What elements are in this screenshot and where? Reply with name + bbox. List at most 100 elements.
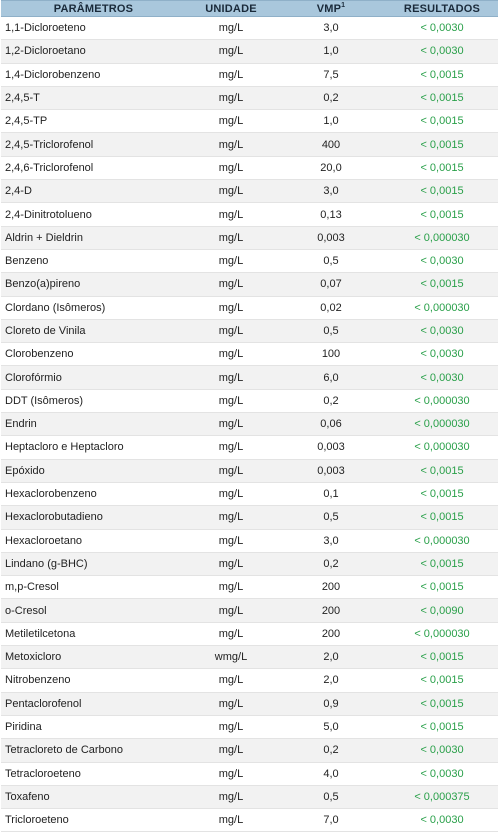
table-row: 1,2-Dicloroetano mg/L 1,0 < 0,0030 (1, 39, 498, 64)
result-cell: < 0,0015 (386, 482, 498, 507)
vmp-cell: 0,003 (276, 226, 386, 250)
result-cell: < 0,0015 (386, 668, 498, 693)
table-row: Hexaclorobutadieno mg/L 0,5 < 0,0015 (1, 505, 498, 530)
unit-cell: mg/L (186, 459, 276, 483)
param-cell: 1,4-Diclorobenzeno (1, 63, 186, 87)
result-cell: < 0,0015 (386, 692, 498, 716)
result-cell: < 0,0015 (386, 272, 498, 297)
unit-cell: mg/L (186, 552, 276, 577)
table-row: Metiletilcetona mg/L 200 < 0,000030 (1, 622, 498, 647)
header-row: PARÂMETROS UNIDADE VMP1 RESULTADOS (1, 0, 498, 17)
result-cell: < 0,0015 (386, 459, 498, 483)
vmp-cell: 200 (276, 575, 386, 600)
param-cell: Nitrobenzeno (1, 668, 186, 693)
unit-cell: mg/L (186, 272, 276, 297)
unit-cell: mg/L (186, 156, 276, 181)
vmp-cell: 3,0 (276, 16, 386, 41)
vmp-cell: 200 (276, 622, 386, 647)
result-cell: < 0,000030 (386, 529, 498, 553)
result-cell: < 0,0015 (386, 505, 498, 530)
result-cell: < 0,000030 (386, 412, 498, 437)
unit-cell: mg/L (186, 412, 276, 437)
param-cell: Cloreto de Vinila (1, 319, 186, 344)
param-cell: Heptacloro e Heptacloro (1, 435, 186, 460)
vmp-cell: 3,0 (276, 179, 386, 204)
table-row: Nitrobenzeno mg/L 2,0 < 0,0015 (1, 668, 498, 693)
table-row: 2,4,5-T mg/L 0,2 < 0,0015 (1, 86, 498, 111)
header-param: PARÂMETROS (1, 0, 186, 17)
vmp-cell: 100 (276, 342, 386, 367)
param-cell: Tetracloroeteno (1, 762, 186, 786)
result-cell: < 0,0030 (386, 249, 498, 274)
result-cell: < 0,0030 (386, 16, 498, 41)
table-row: Hexaclorobenzeno mg/L 0,1 < 0,0015 (1, 482, 498, 507)
param-cell: Piridina (1, 715, 186, 740)
unit-cell: mg/L (186, 365, 276, 390)
vmp-cell: 0,003 (276, 435, 386, 460)
table-row: m,p-Cresol mg/L 200 < 0,0015 (1, 575, 498, 600)
param-cell: Metiletilcetona (1, 622, 186, 647)
param-cell: Metoxicloro (1, 645, 186, 670)
table-row: Tetracloroeteno mg/L 4,0 < 0,0030 (1, 762, 498, 786)
vmp-cell: 6,0 (276, 365, 386, 390)
param-cell: Benzeno (1, 249, 186, 274)
param-cell: m,p-Cresol (1, 575, 186, 600)
unit-cell: mg/L (186, 622, 276, 647)
table-row: Piridina mg/L 5,0 < 0,0015 (1, 715, 498, 740)
table-body: 1,1-Dicloroeteno mg/L 3,0 < 0,0030 1,2-Diclo… (1, 16, 498, 833)
result-cell: < 0,000030 (386, 622, 498, 647)
header-vmp-footnote: 1 (341, 1, 346, 9)
unit-cell: mg/L (186, 16, 276, 41)
table-row: Cloreto de Vinila mg/L 0,5 < 0,0030 (1, 319, 498, 344)
vmp-cell: 0,2 (276, 389, 386, 414)
unit-cell: mg/L (186, 249, 276, 274)
param-cell: Clorofórmio (1, 365, 186, 390)
table-row: Clorobenzeno mg/L 100 < 0,0030 (1, 342, 498, 367)
vmp-cell: 0,2 (276, 738, 386, 763)
param-cell: 1,1-Dicloroeteno (1, 16, 186, 41)
result-cell: < 0,0015 (386, 179, 498, 204)
table-row: Benzo(a)pireno mg/L 0,07 < 0,0015 (1, 272, 498, 297)
table-row: Tricloroeteno mg/L 7,0 < 0,0030 (1, 808, 498, 833)
param-cell: Aldrin + Dieldrin (1, 226, 186, 250)
vmp-cell: 0,07 (276, 272, 386, 297)
table-row: Epóxido mg/L 0,003 < 0,0015 (1, 459, 498, 483)
unit-cell: mg/L (186, 435, 276, 460)
param-cell: Clorobenzeno (1, 342, 186, 367)
unit-cell: mg/L (186, 109, 276, 134)
unit-cell: mg/L (186, 179, 276, 204)
vmp-cell: 200 (276, 598, 386, 623)
param-cell: 2,4,6-Triclorofenol (1, 156, 186, 181)
vmp-cell: 0,06 (276, 412, 386, 437)
vmp-cell: 0,5 (276, 319, 386, 344)
result-cell: < 0,000030 (386, 389, 498, 414)
unit-cell: mg/L (186, 715, 276, 740)
table-row: Toxafeno mg/L 0,5 < 0,000375 (1, 785, 498, 810)
unit-cell: mg/L (186, 39, 276, 64)
vmp-cell: 20,0 (276, 156, 386, 181)
table-row: 1,4-Diclorobenzeno mg/L 7,5 < 0,0015 (1, 63, 498, 87)
param-cell: Hexacloroetano (1, 529, 186, 553)
result-cell: < 0,0030 (386, 365, 498, 390)
result-cell: < 0,0030 (386, 738, 498, 763)
table-row: 1,1-Dicloroeteno mg/L 3,0 < 0,0030 (1, 16, 498, 41)
result-cell: < 0,000030 (386, 435, 498, 460)
vmp-cell: 0,02 (276, 296, 386, 320)
result-cell: < 0,0030 (386, 342, 498, 367)
param-cell: Lindano (g-BHC) (1, 552, 186, 577)
unit-cell: mg/L (186, 319, 276, 344)
param-cell: 2,4-D (1, 179, 186, 204)
param-cell: 2,4-Dinitrotolueno (1, 202, 186, 227)
unit-cell: mg/L (186, 575, 276, 600)
table-row: 2,4,5-TP mg/L 1,0 < 0,0015 (1, 109, 498, 134)
result-cell: < 0,0015 (386, 63, 498, 87)
unit-cell: mg/L (186, 342, 276, 367)
header-unit: UNIDADE (186, 0, 276, 17)
vmp-cell: 4,0 (276, 762, 386, 786)
table-row: Endrin mg/L 0,06 < 0,000030 (1, 412, 498, 437)
unit-cell: mg/L (186, 692, 276, 716)
header-vmp-label: VMP (316, 2, 342, 15)
unit-cell: mg/L (186, 86, 276, 111)
result-cell: < 0,0090 (386, 598, 498, 623)
